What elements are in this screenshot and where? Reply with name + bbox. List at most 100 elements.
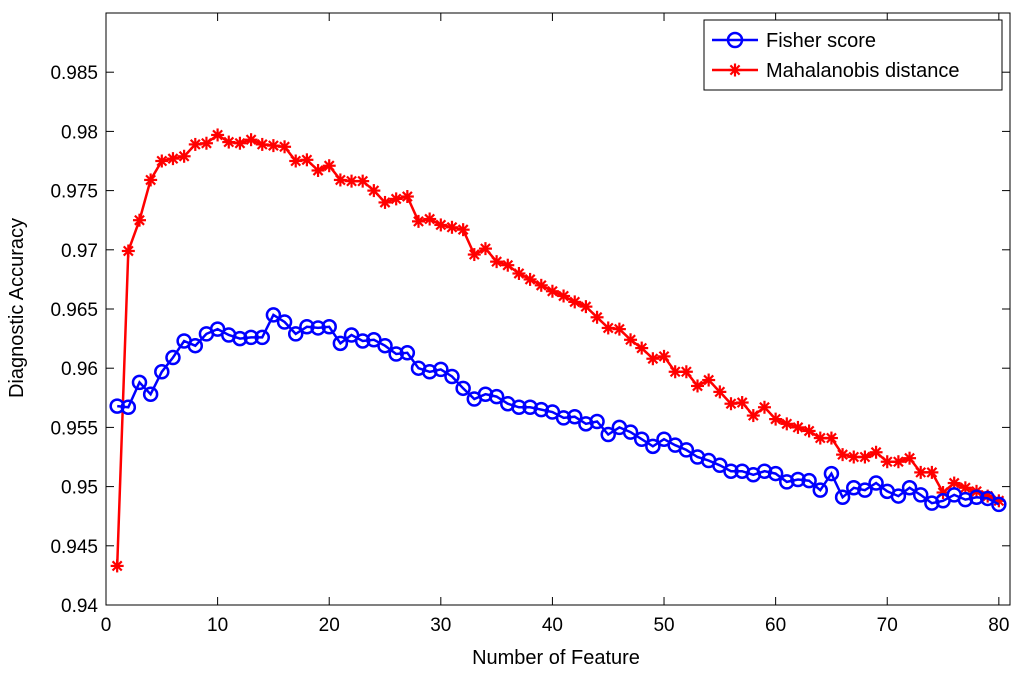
data-point (255, 137, 269, 151)
data-point (433, 361, 449, 378)
data-point (823, 465, 840, 482)
data-point (968, 489, 985, 506)
legend-marker-mahalanobis (728, 63, 742, 77)
data-point (488, 388, 505, 405)
data-point (311, 163, 325, 177)
legend-box (703, 19, 1003, 91)
data-point (901, 480, 918, 496)
x-tick-label: 40 (542, 615, 563, 636)
data-point (109, 398, 125, 414)
data-point (869, 445, 883, 459)
data-point (746, 409, 760, 423)
data-point (356, 174, 370, 188)
data-point (991, 496, 1007, 513)
data-point (925, 465, 939, 479)
data-point (155, 154, 169, 168)
data-point (154, 364, 170, 380)
data-point (880, 455, 894, 469)
data-point (924, 495, 940, 511)
data-point (846, 480, 862, 496)
data-point (354, 333, 371, 349)
data-point (791, 420, 805, 434)
x-axis-label: Number of Feature (472, 647, 640, 669)
data-point (858, 450, 872, 464)
data-point (266, 139, 280, 153)
data-point (914, 465, 928, 479)
data-point (455, 380, 471, 397)
data-point (836, 448, 850, 462)
data-point (579, 300, 593, 314)
x-tick-label: 20 (319, 615, 340, 636)
data-point (702, 373, 716, 387)
data-point (300, 153, 314, 167)
data-point (166, 152, 180, 166)
y-tick-label: 0.96 (61, 359, 98, 380)
data-point (947, 476, 961, 490)
data-point (322, 159, 336, 173)
data-point (801, 472, 817, 489)
series-fisher-score (109, 307, 1007, 513)
data-point (780, 417, 794, 431)
data-point (345, 174, 359, 188)
x-tick-label: 50 (653, 615, 674, 636)
data-point (857, 482, 873, 498)
data-point (399, 345, 416, 361)
data-point (590, 310, 604, 324)
data-point (400, 190, 414, 204)
data-point (299, 319, 315, 335)
data-point (131, 374, 148, 391)
data-point (578, 416, 594, 432)
data-point (188, 137, 202, 151)
data-point (377, 337, 393, 354)
data-point (903, 451, 917, 465)
series-layer (109, 128, 1007, 573)
data-point (187, 337, 204, 354)
data-point (423, 212, 437, 226)
x-tick-label: 60 (765, 615, 786, 636)
y-tick-label: 0.955 (50, 418, 98, 439)
data-point (389, 192, 403, 206)
data-point (110, 559, 124, 573)
y-axis-label: Diagnostic Accuracy (6, 218, 28, 398)
data-point (812, 482, 829, 498)
data-point (367, 184, 381, 198)
data-point (199, 136, 213, 150)
legend-star-shape (728, 63, 742, 77)
data-point (121, 244, 135, 258)
x-tick-label: 10 (207, 615, 228, 636)
data-point (142, 386, 159, 402)
data-point (501, 258, 515, 272)
data-point (767, 465, 784, 482)
data-point (265, 307, 282, 323)
data-point (891, 455, 905, 469)
data-point (633, 431, 650, 447)
data-point (622, 424, 639, 440)
data-point (165, 349, 181, 366)
data-point (287, 326, 304, 342)
data-point (624, 333, 638, 347)
plot-frame (105, 12, 1011, 606)
data-point (568, 295, 582, 309)
data-point (601, 321, 615, 335)
data-point (691, 379, 705, 393)
data-point (243, 329, 259, 346)
data-point (144, 173, 158, 187)
y-tick-label: 0.965 (50, 300, 98, 321)
data-point (177, 149, 191, 163)
data-point (512, 266, 526, 280)
data-point (434, 218, 448, 232)
data-point (467, 248, 481, 262)
data-point (847, 450, 861, 464)
data-point (779, 474, 795, 490)
data-point (723, 463, 739, 479)
data-point (635, 341, 649, 355)
data-point (555, 410, 572, 426)
x-tick-label: 80 (988, 615, 1009, 636)
data-point (378, 195, 392, 209)
data-point (735, 396, 749, 410)
data-point (868, 475, 884, 491)
data-point (321, 319, 337, 335)
ticks-layer: 0 10 20 30 40 50 60 70 80 0.94 0.945 0.95 0.955 0.96 0… (50, 13, 1010, 636)
legend-marker-fisher (726, 31, 744, 49)
